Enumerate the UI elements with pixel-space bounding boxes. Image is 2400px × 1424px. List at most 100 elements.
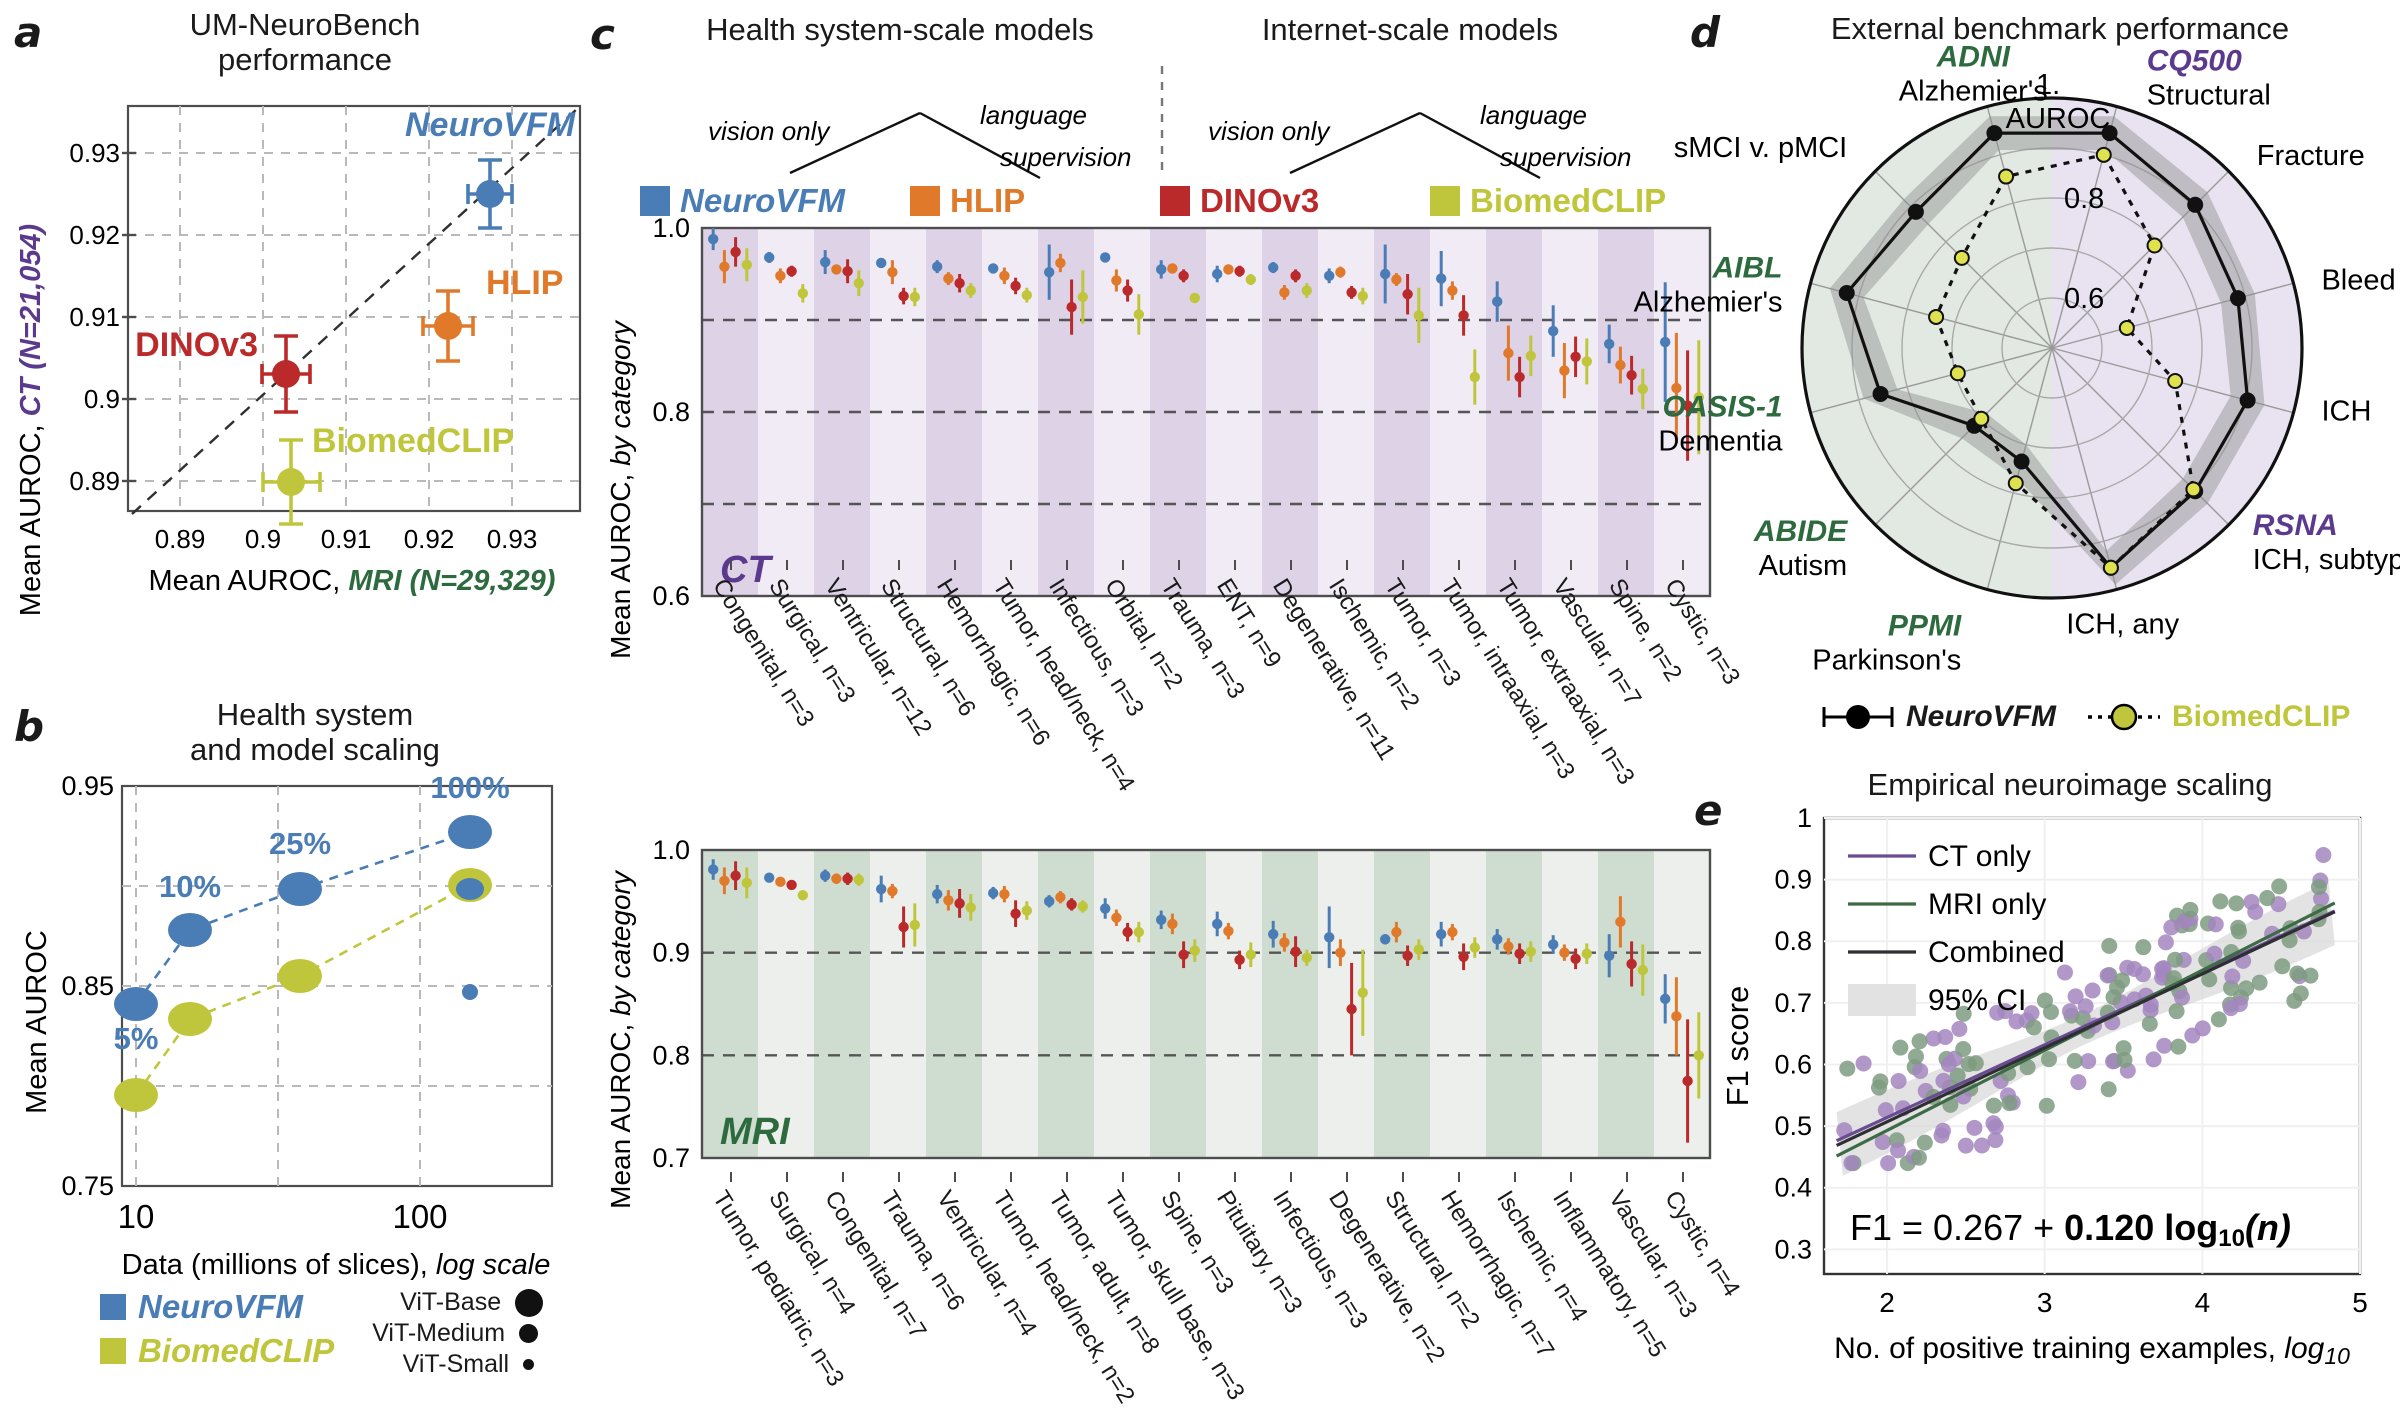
error-bar-point[interactable] [1234,265,1245,277]
neurovfm-point[interactable] [1986,125,2003,142]
error-bar-point[interactable] [1380,934,1391,945]
error-bar-point[interactable] [764,872,775,883]
legend-item-c-biomedclip[interactable]: BiomedCLIP [1430,182,1666,220]
error-bar-point[interactable] [1301,283,1312,298]
neurovfm-point[interactable] [1838,285,1855,302]
panel-a-point-neurovfm[interactable] [466,158,514,230]
error-bar-point[interactable] [1189,292,1200,304]
error-bar-point[interactable] [1436,921,1447,947]
error-bar-point[interactable] [1671,977,1682,1056]
error-bar-point[interactable] [909,903,920,947]
error-bar-point[interactable] [1279,933,1290,952]
error-bar-point[interactable] [1122,922,1133,942]
error-bar-point[interactable] [1581,338,1592,385]
biomedclip-point[interactable] [2102,559,2119,576]
error-bar-point[interactable] [1111,269,1122,292]
error-bar-point[interactable] [1637,368,1649,410]
biomedclip-point[interactable] [2007,475,2024,492]
neurovfm-point[interactable] [2187,196,2204,213]
error-bar-point[interactable] [775,268,786,284]
error-bar-point[interactable] [1066,279,1077,335]
error-bar-point[interactable] [1626,941,1637,987]
error-bar-point[interactable] [876,257,887,269]
error-bar-point[interactable] [1570,336,1581,378]
neurovfm-point[interactable] [1907,203,1924,220]
error-bar-point[interactable] [1615,346,1626,384]
error-bar-point[interactable] [1122,279,1133,302]
error-bar-point[interactable] [741,248,752,282]
error-bar-point[interactable] [1458,943,1469,971]
error-bar-point[interactable] [786,265,797,277]
error-bar-point[interactable] [820,869,831,882]
error-bar-point[interactable] [1156,910,1167,930]
error-bar-point[interactable] [1570,948,1581,970]
error-bar-point[interactable] [1402,945,1413,967]
error-bar-point[interactable] [1637,944,1649,996]
legend-item-neurovfm[interactable]: NeuroVFM [100,1288,334,1326]
error-bar-point[interactable] [932,260,943,274]
error-bar-point[interactable] [932,884,943,904]
panel-a-point-dinov3[interactable] [260,334,312,414]
neurovfm-point[interactable] [2229,290,2246,307]
biomedclip-point[interactable] [1998,168,2015,185]
error-bar-point[interactable] [741,867,752,899]
neurovfm-point[interactable] [1872,385,1889,402]
error-bar-point[interactable] [1581,943,1592,964]
error-bar-point[interactable] [1626,355,1637,395]
error-bar-point[interactable] [1469,937,1480,958]
error-bar-point[interactable] [730,861,741,891]
error-bar-point[interactable] [999,885,1010,903]
error-bar-point[interactable] [1010,277,1021,295]
neurovfm-point[interactable] [2239,392,2256,409]
error-bar-point[interactable] [1290,269,1301,283]
biomedclip-point[interactable] [2095,146,2112,163]
error-bar-point[interactable] [1279,285,1290,300]
error-bar-point[interactable] [988,263,999,274]
error-bar-point[interactable] [1021,287,1032,303]
error-bar-point[interactable] [1077,900,1088,913]
biomedclip-point[interactable] [1953,249,1970,266]
error-bar-point[interactable] [1447,923,1458,941]
error-bar-point[interactable] [1100,898,1111,919]
error-bar-point[interactable] [898,287,909,305]
error-bar-point[interactable] [1268,262,1279,274]
error-bar-point[interactable] [1268,920,1279,948]
error-bar-point[interactable] [1167,263,1178,274]
error-bar-point[interactable] [1335,939,1346,967]
error-bar-point[interactable] [1604,934,1615,978]
panel-a-point-biomedclip[interactable] [261,438,322,526]
panel-a-point-hlip[interactable] [421,289,475,363]
legend-item-d-biomedclip[interactable]: BiomedCLIP [2086,700,2350,734]
error-bar-point[interactable] [797,889,808,901]
error-bar-point[interactable] [775,876,786,888]
error-bar-point[interactable] [1357,287,1368,305]
error-bar-point[interactable] [1391,921,1402,943]
error-bar-point[interactable] [1055,253,1066,273]
legend-item-c-hlip[interactable]: HLIP [910,182,1160,220]
error-bar-point[interactable] [1469,349,1480,405]
error-bar-point[interactable] [1548,935,1559,954]
error-bar-point[interactable] [1212,911,1223,937]
error-bar-point[interactable] [786,879,797,891]
error-bar-point[interactable] [1682,1019,1693,1143]
panel-b-points-neurovfm[interactable] [114,815,492,1021]
legend-item-biomedclip[interactable]: BiomedCLIP [100,1332,334,1370]
error-bar-point[interactable] [965,283,976,298]
error-bar-point[interactable] [1525,941,1536,962]
legend-item-d-neurovfm[interactable]: NeuroVFM [1820,700,2056,734]
error-bar-point[interactable] [1245,942,1256,968]
error-bar-point[interactable] [1671,332,1682,444]
error-bar-point[interactable] [898,906,909,948]
biomedclip-point[interactable] [2185,481,2202,498]
biomedclip-point[interactable] [1928,308,1945,325]
error-bar-point[interactable] [1660,282,1671,402]
error-bar-point[interactable] [1413,939,1424,960]
error-bar-point[interactable] [1357,949,1368,1036]
error-bar-point[interactable] [909,287,920,307]
error-bar-point[interactable] [943,272,954,286]
error-bar-point[interactable] [1514,943,1525,964]
error-bar-point[interactable] [842,872,853,885]
error-bar-point[interactable] [1100,252,1111,263]
error-bar-point[interactable] [1682,350,1693,461]
error-bar-point[interactable] [1660,974,1671,1024]
